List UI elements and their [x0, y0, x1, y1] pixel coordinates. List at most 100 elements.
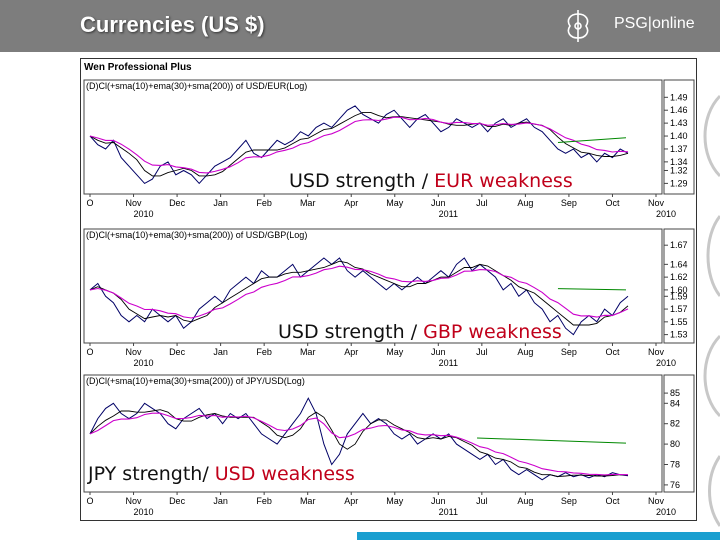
y-tick-label: 1.57 — [670, 304, 688, 314]
x-tick-label: Jun — [431, 198, 446, 208]
x-tick-label: O — [86, 347, 93, 357]
footer-accent-bar — [357, 532, 720, 540]
x-tick-label: Oct — [605, 347, 620, 357]
y-tick-label: 1.59 — [670, 291, 688, 301]
year-label: 2010 — [656, 209, 676, 219]
slide-header: Currencies (US $) PSG|online — [0, 0, 720, 52]
x-tick-label: Mar — [300, 198, 316, 208]
x-tick-label: Feb — [256, 496, 272, 506]
x-tick-label: Jul — [476, 347, 488, 357]
x-tick-label: Nov — [648, 347, 665, 357]
x-tick-label: Apr — [344, 198, 358, 208]
x-tick-label: Nov — [126, 198, 143, 208]
x-tick-label: O — [86, 198, 93, 208]
year-label: 2010 — [134, 358, 154, 368]
y-tick-label: 85 — [670, 388, 680, 398]
y-tick-label: 1.40 — [670, 131, 688, 141]
y-tick-label: 1.55 — [670, 317, 688, 327]
x-tick-label: Aug — [517, 496, 533, 506]
psg-logo-icon — [567, 10, 589, 42]
x-tick-label: Dec — [169, 347, 186, 357]
x-tick-label: Mar — [300, 347, 316, 357]
chart-usd-eur: (D)Cl(+sma(10)+ema(30)+sma(200)) of USD/… — [83, 79, 695, 219]
x-tick-label: Nov — [648, 496, 665, 506]
long-ma-line — [477, 437, 627, 444]
long-ma-line — [557, 137, 627, 143]
x-tick-label: Apr — [344, 347, 358, 357]
annotation-jpy: JPY strength/ USD weakness — [88, 463, 355, 485]
x-tick-label: Oct — [605, 198, 620, 208]
annotation-jpy-lead: JPY strength/ — [88, 463, 215, 485]
annotation-eur-lead: USD strength / — [289, 170, 435, 192]
x-tick-label: Jan — [213, 496, 228, 506]
year-label: 2011 — [439, 209, 458, 219]
long-ma-line — [557, 288, 627, 291]
x-tick-label: Feb — [256, 347, 272, 357]
logo-text: PSG|online — [614, 15, 695, 32]
annotation-gbp: USD strength / GBP weakness — [278, 321, 562, 343]
close-price-line — [89, 105, 629, 185]
x-tick-label: Aug — [517, 347, 533, 357]
annotation-gbp-lead: USD strength / — [278, 321, 424, 343]
plot-area — [83, 79, 663, 195]
x-tick-label: Jul — [476, 198, 488, 208]
x-tick-label: May — [386, 347, 404, 357]
y-axis-box — [663, 374, 695, 493]
y-tick-label: 1.62 — [670, 272, 688, 282]
y-tick-label: 1.64 — [670, 259, 688, 269]
x-tick-label: Mar — [300, 496, 316, 506]
annotation-eur-highlight: EUR weakness — [434, 170, 573, 192]
annotation-eur: USD strength / EUR weakness — [289, 170, 573, 192]
x-tick-label: Jan — [213, 198, 228, 208]
x-tick-label: Feb — [256, 198, 272, 208]
y-tick-label: 76 — [670, 480, 680, 490]
x-tick-label: Nov — [126, 347, 143, 357]
y-axis-box — [663, 79, 695, 195]
y-tick-label: 80 — [670, 439, 680, 449]
x-tick-label: Sep — [561, 198, 577, 208]
decorative-swirl-icon — [703, 94, 720, 527]
y-tick-label: 1.49 — [670, 92, 688, 102]
year-label: 2010 — [134, 209, 154, 219]
y-tick-label: 1.37 — [670, 144, 688, 154]
x-tick-label: Oct — [605, 496, 620, 506]
ema-line — [89, 265, 629, 319]
close-price-line — [89, 397, 629, 481]
y-tick-label: 1.32 — [670, 165, 688, 175]
y-tick-label: 1.34 — [670, 157, 688, 167]
chart-jpy-usd: (D)Cl(+sma(10)+ema(30)+sma(200)) of JPY/… — [83, 374, 695, 517]
y-tick-label: 1.67 — [670, 240, 688, 250]
year-label: 2010 — [656, 358, 676, 368]
x-tick-label: Dec — [169, 198, 186, 208]
ema-line — [89, 412, 629, 476]
annotation-gbp-highlight: GBP weakness — [423, 321, 562, 343]
y-tick-label: 84 — [670, 398, 680, 408]
x-tick-label: Aug — [517, 198, 533, 208]
annotation-jpy-highlight: USD weakness — [214, 463, 355, 485]
plot-area — [83, 228, 663, 344]
y-tick-label: 1.29 — [670, 178, 688, 188]
close-price-line — [89, 257, 629, 336]
x-tick-label: May — [386, 496, 404, 506]
x-tick-label: Sep — [561, 496, 577, 506]
x-tick-label: Jul — [476, 496, 488, 506]
x-tick-label: Nov — [648, 198, 665, 208]
y-tick-label: 82 — [670, 419, 680, 429]
chart-title: (D)Cl(+sma(10)+ema(30)+sma(200)) of JPY/… — [86, 376, 305, 386]
year-label: 2011 — [439, 358, 458, 368]
y-tick-label: 1.53 — [670, 330, 688, 340]
x-tick-label: Jun — [431, 496, 446, 506]
ema-line — [89, 116, 629, 174]
x-tick-label: May — [386, 198, 404, 208]
year-label: 2010 — [134, 507, 154, 517]
y-tick-label: 78 — [670, 460, 680, 470]
year-label: 2011 — [439, 507, 458, 517]
slide-title: Currencies (US $) — [80, 12, 265, 37]
y-axis-box — [663, 228, 695, 344]
y-tick-label: 1.43 — [670, 118, 688, 128]
chart-usd-gbp: (D)Cl(+sma(10)+ema(30)+sma(200)) of USD/… — [83, 228, 695, 368]
x-tick-label: Nov — [126, 496, 143, 506]
y-tick-label: 1.60 — [670, 285, 688, 295]
sma-line — [89, 409, 629, 477]
x-tick-label: Jun — [431, 347, 446, 357]
